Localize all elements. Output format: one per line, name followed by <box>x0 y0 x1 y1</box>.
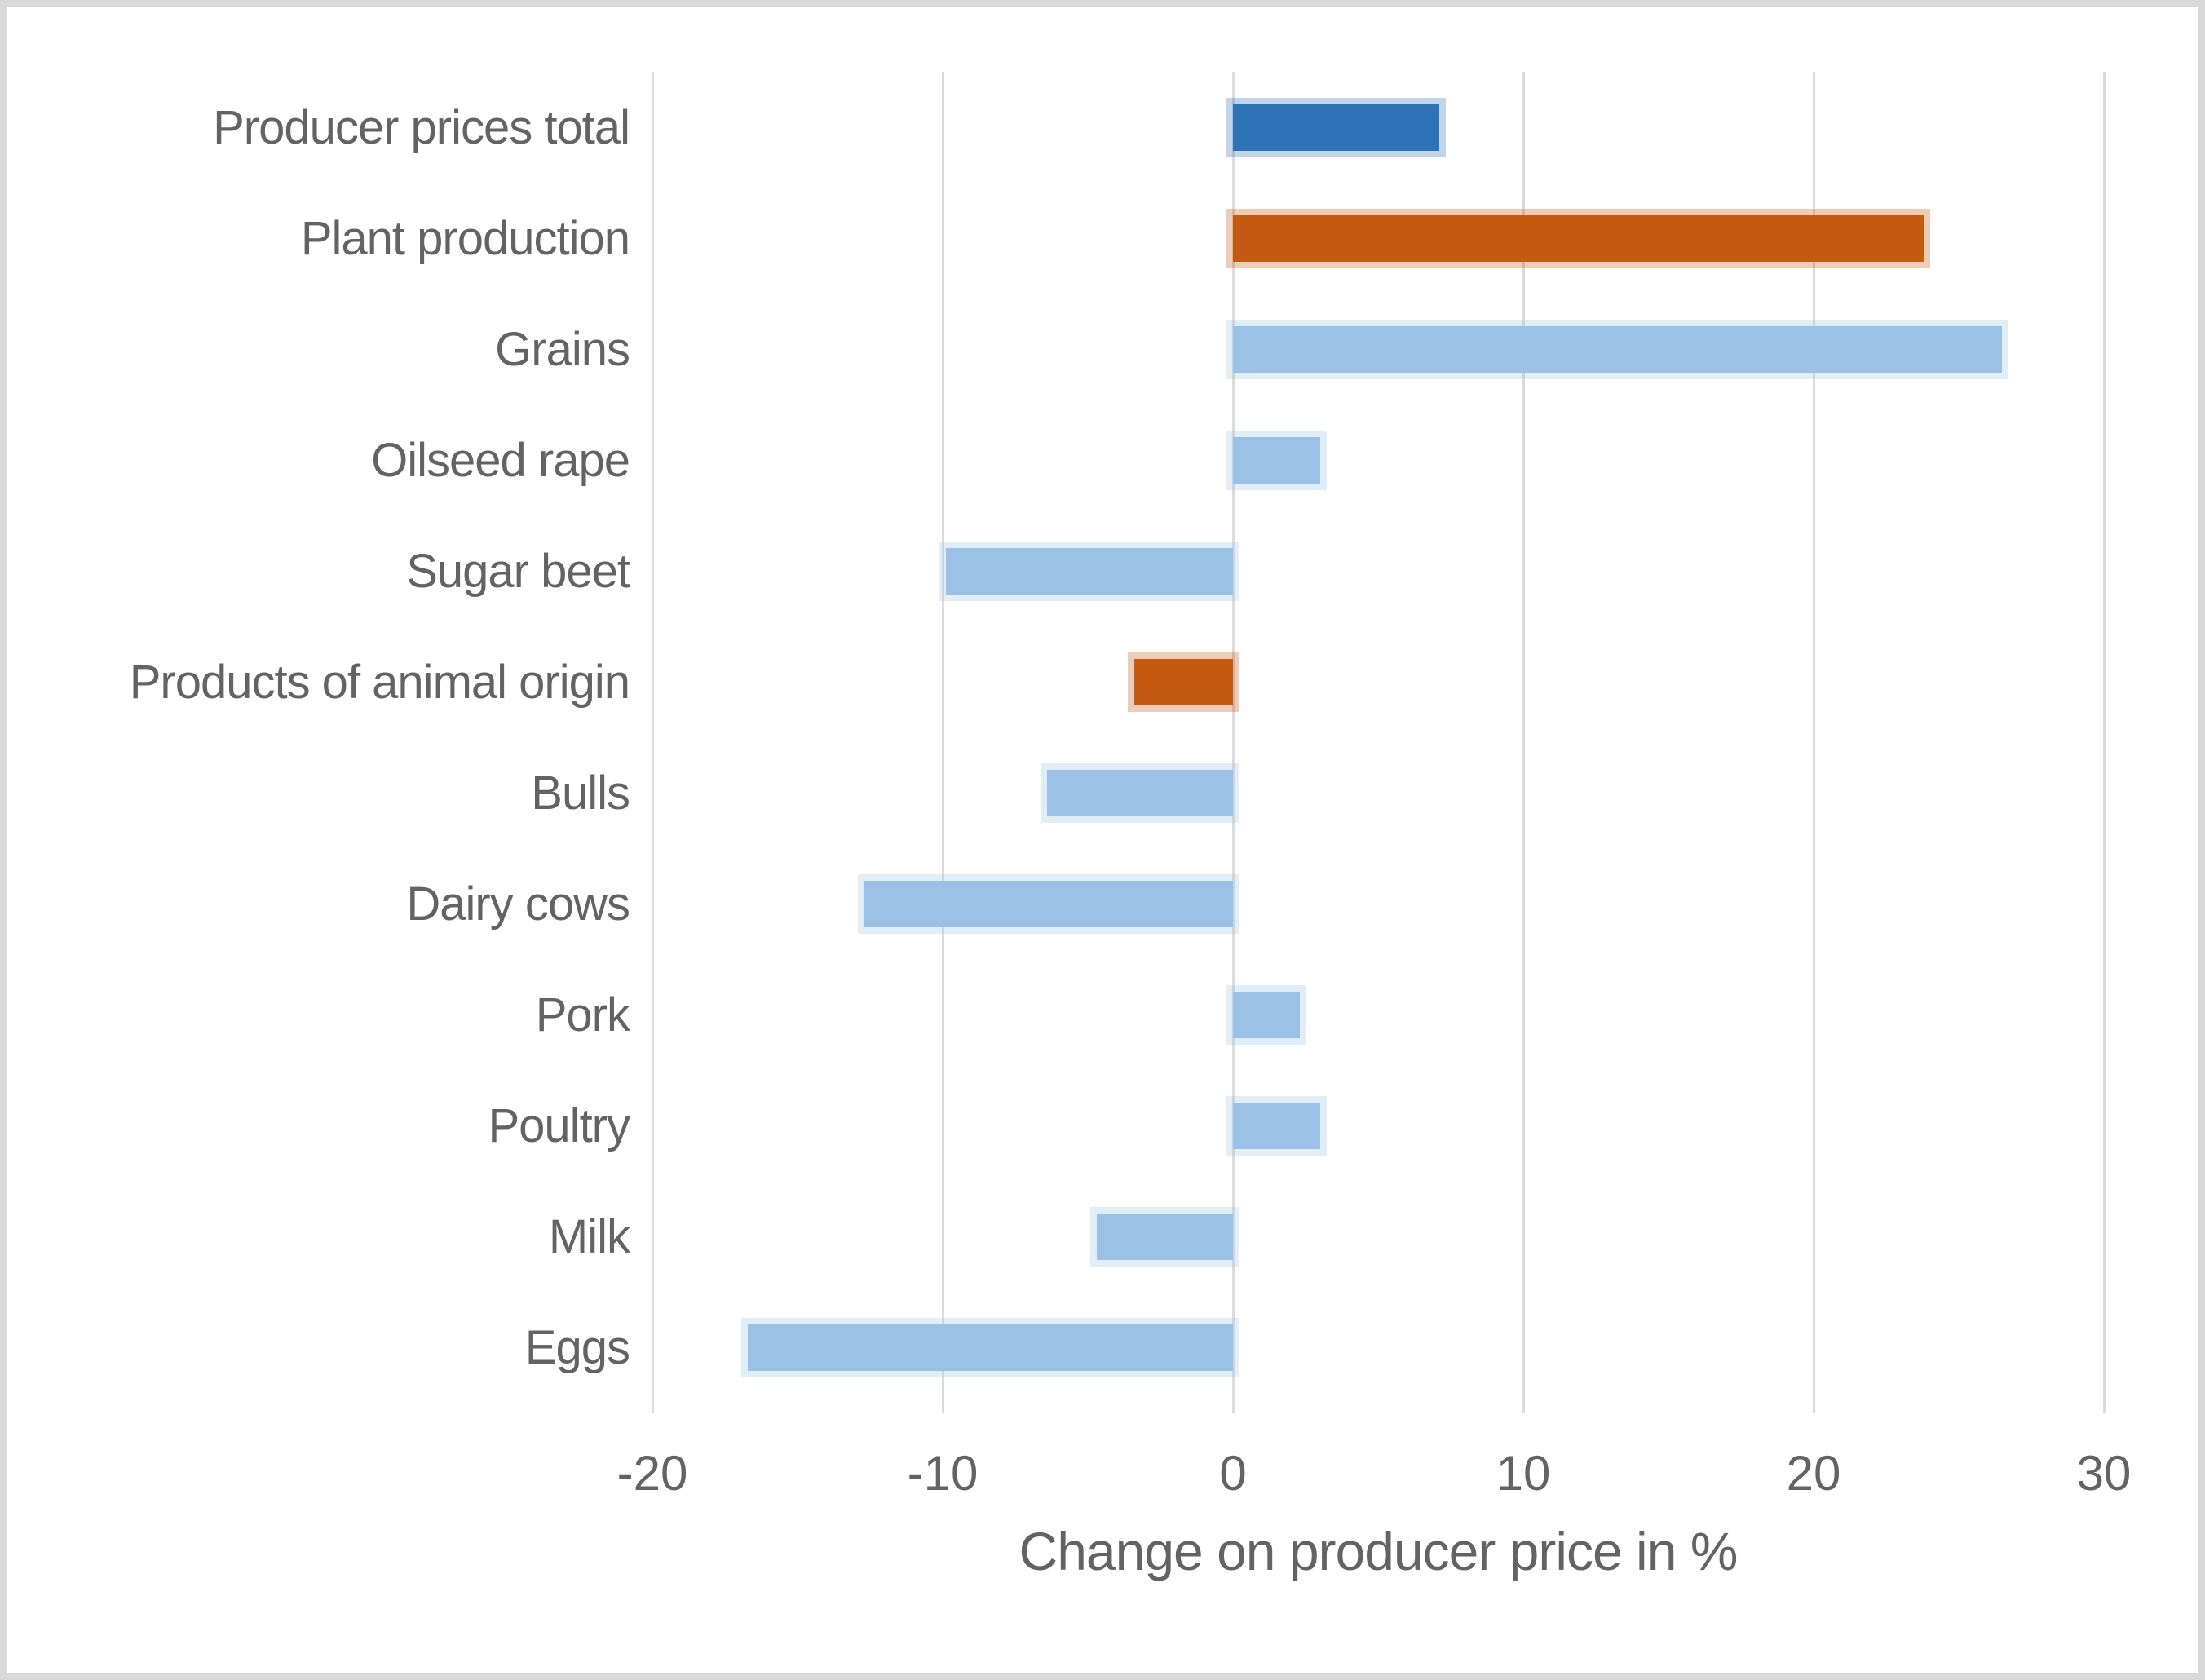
category-axis: Producer prices total Plant production Gra… <box>7 72 630 1403</box>
x-tick-label-0: 0 <box>1219 1446 1247 1501</box>
gridline--20 <box>651 72 654 1413</box>
x-tick-label-30: 30 <box>2076 1446 2132 1501</box>
x-tick-label-10: 10 <box>1496 1446 1551 1501</box>
bar-eggs <box>748 1324 1233 1371</box>
category-label-producer-prices-total: Producer prices total <box>213 100 630 154</box>
bar-plant-production <box>1233 214 1924 262</box>
bar-sugar-beet <box>945 547 1233 595</box>
category-label-oilseed-rape: Oilseed rape <box>371 433 630 487</box>
category-label-eggs: Eggs <box>524 1320 630 1374</box>
x-axis-title: Change on producer price in % <box>1019 1521 1739 1581</box>
bar-bulls <box>1047 769 1233 816</box>
category-label-products-of-animal-origin: Products of animal origin <box>129 655 630 709</box>
plot-area: -20 -10 0 10 20 30 <box>617 72 2131 1501</box>
bar-poultry <box>1233 1102 1320 1149</box>
x-tick-label-20: 20 <box>1786 1446 1841 1501</box>
category-label-grains: Grains <box>495 322 630 376</box>
bar-oilseed-rape <box>1233 436 1320 484</box>
gridline-20 <box>1812 72 1815 1413</box>
x-tick-label-10: -10 <box>907 1446 979 1501</box>
gridline-0 <box>1231 72 1235 1413</box>
gridline--10 <box>941 72 944 1413</box>
bar-pork <box>1233 991 1300 1038</box>
category-label-dairy-cows: Dairy cows <box>406 877 630 931</box>
bar-dairy-cows <box>864 880 1233 927</box>
x-tick-label-20: -20 <box>616 1446 688 1501</box>
category-label-poultry: Poultry <box>488 1099 630 1152</box>
bar-grains <box>1233 325 2003 373</box>
category-label-sugar-beet: Sugar beet <box>406 544 630 598</box>
category-label-plant-production: Plant production <box>300 211 630 265</box>
gridline-10 <box>1522 72 1525 1413</box>
bar-products-of-animal-origin <box>1133 658 1233 705</box>
category-label-milk: Milk <box>548 1209 630 1263</box>
category-label-bulls: Bulls <box>531 766 630 820</box>
gridline-30 <box>2102 72 2106 1413</box>
category-label-pork: Pork <box>535 988 630 1041</box>
bar-producer-prices-total <box>1233 104 1439 151</box>
bar-milk <box>1096 1213 1233 1260</box>
